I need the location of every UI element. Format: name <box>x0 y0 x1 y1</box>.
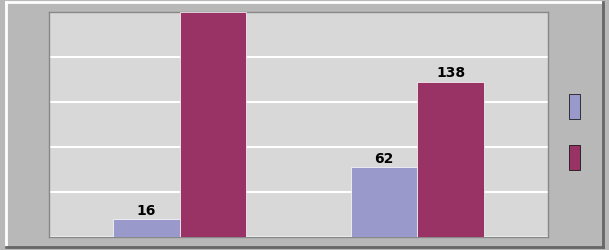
Bar <box>351 168 417 237</box>
Text: 62: 62 <box>375 152 393 166</box>
Text: 138: 138 <box>436 66 465 80</box>
Bar <box>417 82 484 238</box>
Bar <box>180 12 246 237</box>
Text: 16: 16 <box>136 203 156 217</box>
Bar <box>113 220 180 238</box>
